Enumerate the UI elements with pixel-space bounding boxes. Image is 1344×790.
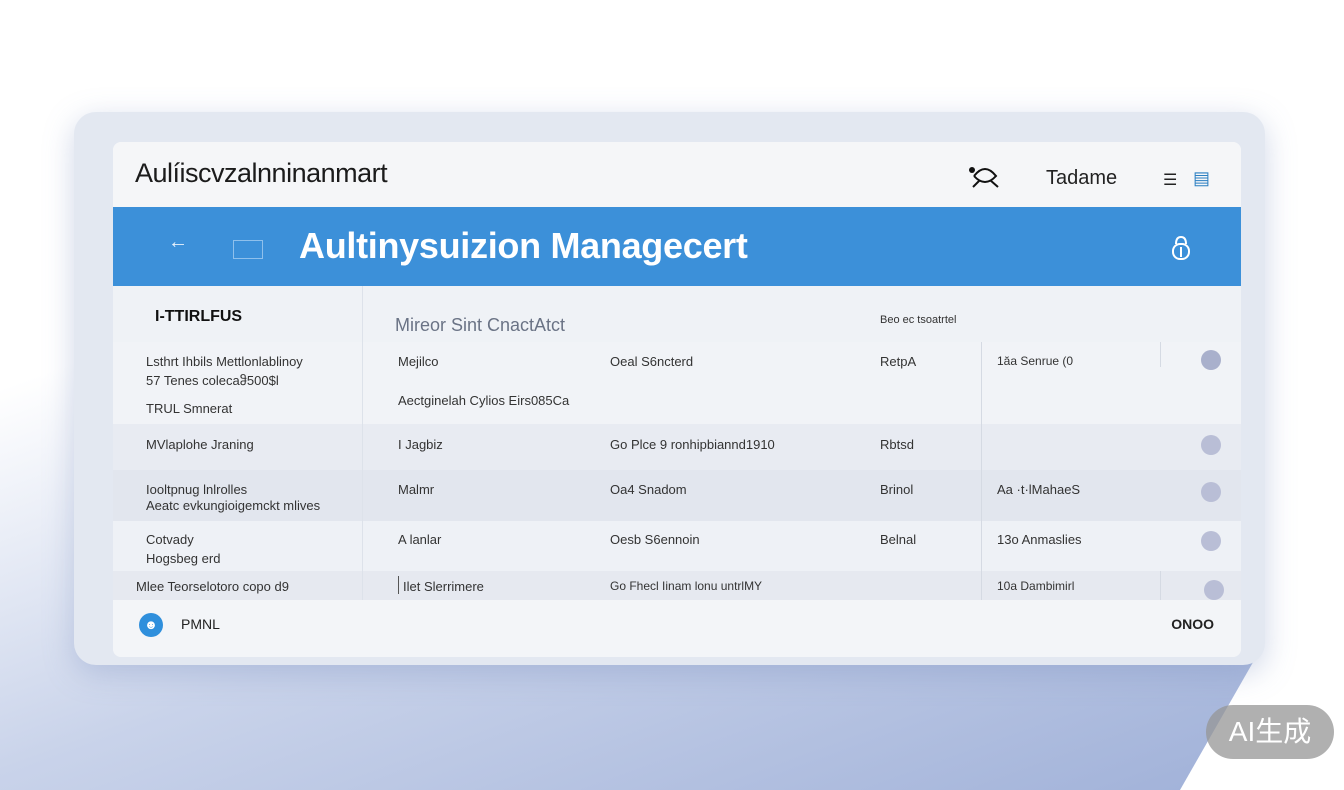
column-divider [1160, 571, 1161, 600]
row-title: Iooltpnug lnlrolles [146, 482, 248, 497]
column-divider [1160, 342, 1161, 367]
row-subtitle: 57 Tenes colecaჵ500$l [146, 373, 279, 388]
data-table: I-TTIRLFUS Mireor Sint CnactAtct Beo ec … [113, 286, 1241, 600]
status-dot[interactable] [1201, 482, 1221, 502]
column-header: Beo ec tsoatrtel [880, 314, 957, 326]
cell: Malmr [398, 482, 435, 497]
table-row[interactable]: Lsthrt Ihbils Mettlonlablinoy 57 Tenes c… [113, 342, 1241, 424]
row-subtitle: Aeatc evkungioigemckt mlives [146, 498, 321, 513]
status-dot[interactable] [1204, 580, 1224, 600]
row-subtitle: TRUL Smnerat [146, 401, 233, 416]
cell: Oesb S6ennoin [610, 532, 700, 547]
left-header: I-TTIRLFUS [155, 308, 243, 325]
cell: 1ăa Senrue (0 [997, 354, 1074, 368]
row-title: Mlee Teorselotoro copo d9 [136, 579, 289, 594]
column-divider [981, 342, 982, 600]
window-icon[interactable] [233, 240, 263, 259]
table-row[interactable]: Cotvady Hogsbeg erd A lanlar Oesb S6enno… [113, 521, 1241, 571]
status-dot[interactable] [1201, 531, 1221, 551]
watermark: AI生成 [1206, 705, 1334, 759]
list-icon[interactable]: ☰ [1163, 172, 1178, 189]
status-dot[interactable] [1201, 435, 1221, 455]
page-banner: ← Aultinysuizion Managecert [113, 207, 1241, 286]
app-window: Aulíiscvzalnninanmart Tadame ☰ ▤ ← Aulti… [113, 142, 1241, 657]
profile-icon[interactable]: ☻ [139, 613, 163, 637]
cell: RetpA [880, 354, 917, 369]
cell: 13o Anmaslies [997, 532, 1082, 547]
cell: Rbtsd [880, 437, 914, 452]
back-arrow-icon[interactable]: ← [168, 231, 188, 253]
cell: Mejilco [398, 354, 439, 369]
cell: Aa ·t·lMahaeS [997, 482, 1081, 497]
cell: Go Fhecl Iinam lonu untrlMY [610, 579, 763, 593]
cell: 10a Dambimirl [997, 579, 1075, 593]
cell: Belnal [880, 532, 917, 547]
cell: Brinol [880, 482, 914, 497]
text-cursor [398, 576, 399, 594]
table-row[interactable]: MVlaplohe Jraning I Jagbiz Go Plce 9 ron… [113, 424, 1241, 470]
top-bar: Aulíiscvzalnninanmart Tadame ☰ ▤ [113, 142, 1241, 207]
table-row[interactable]: Mlee Teorselotoro copo d9 Ilet Slerrimer… [113, 571, 1241, 600]
app-title: Aulíiscvzalnninanmart [135, 158, 388, 188]
lock-icon[interactable] [1171, 235, 1191, 261]
row-title: Lsthrt Ihbils Mettlonlablinoy [146, 354, 303, 369]
page-title: Aultinysuizion Managecert [299, 225, 748, 266]
cell: I Jagbiz [398, 437, 443, 452]
status-dot[interactable] [1201, 350, 1221, 370]
row-subtitle: Hogsbeg erd [146, 551, 221, 566]
table-header-row: I-TTIRLFUS Mireor Sint CnactAtct Beo ec … [113, 286, 1241, 342]
table-icon[interactable]: ▤ [1193, 168, 1211, 188]
cell: Oa4 Snadom [610, 482, 687, 497]
row-title: Cotvady [146, 532, 194, 547]
footer-bar: ☻ PMNL ONOO [113, 600, 1241, 657]
cell: Go Plce 9 ronhipbiannd1910 [610, 437, 775, 452]
footer-label[interactable]: PMNL [181, 616, 220, 632]
user-name[interactable]: Tadame [1046, 167, 1118, 189]
cell: A lanlar [398, 532, 442, 547]
cell: Oeal S6ncterd [610, 354, 694, 369]
cell: Ilet Slerrimere [403, 579, 484, 594]
cell: Aectginelah Cylios Eirs085Ca [398, 393, 570, 408]
main-header: Mireor Sint CnactAtct [395, 315, 566, 335]
left-pane-divider [113, 286, 363, 600]
user-icon[interactable] [968, 164, 1002, 188]
table-row[interactable]: Iooltpnug lnlrolles Aeatc evkungioigemck… [113, 470, 1241, 521]
row-title: MVlaplohe Jraning [146, 437, 254, 452]
footer-action[interactable]: ONOO [1171, 616, 1214, 632]
